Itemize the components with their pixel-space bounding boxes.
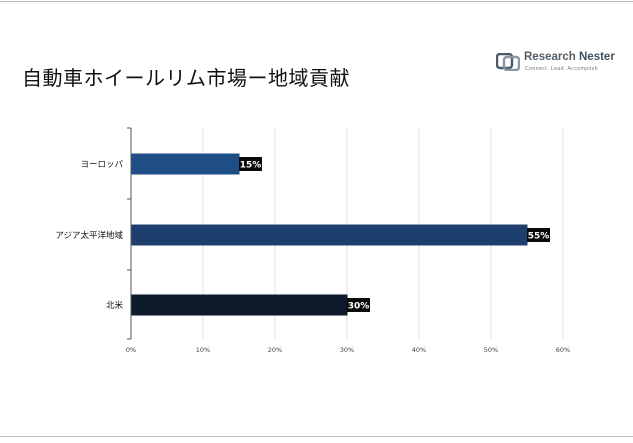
research-nester-logo: Research Nester Connect. Lead. Accomplis…: [496, 51, 615, 77]
x-tick-label: 20%: [268, 346, 282, 354]
value-label: 15%: [240, 161, 262, 171]
x-tick-label: 50%: [484, 346, 498, 354]
bar: [131, 224, 528, 246]
category-label: アジア太平洋地域: [55, 230, 123, 241]
bottom-rule: [0, 436, 633, 437]
category-label: ヨーロッパ: [80, 160, 123, 170]
value-label-background: [239, 157, 262, 171]
x-tick-label: 40%: [412, 346, 426, 354]
x-tick-label: 0%: [126, 346, 136, 354]
logo-tagline: Connect. Lead. Accomplish: [525, 66, 598, 72]
value-label: 30%: [348, 302, 370, 312]
logo-name-part2: Nester: [579, 51, 615, 63]
chart-title: 自動車ホイールリム市場ー地域貢献: [22, 66, 350, 90]
bar: [131, 153, 240, 175]
logo-mark-icon: [496, 53, 520, 71]
logo-name-part1: Research: [524, 51, 576, 63]
category-label: 北米: [106, 300, 124, 311]
top-rule: [0, 1, 633, 2]
bar: [131, 294, 348, 316]
x-tick-label: 60%: [556, 346, 570, 354]
x-tick-label: 10%: [196, 346, 210, 354]
value-label-background: [527, 228, 550, 242]
x-tick-label: 30%: [340, 346, 354, 354]
logo-name: Research Nester: [524, 51, 615, 63]
value-label-background: [347, 298, 370, 312]
value-label: 55%: [528, 232, 550, 242]
